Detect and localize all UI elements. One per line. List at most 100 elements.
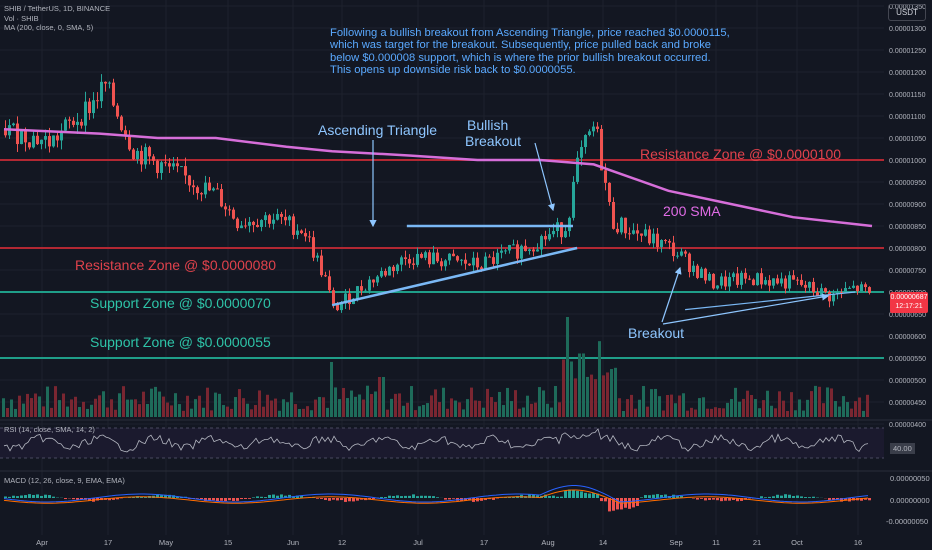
macd-histogram-bar [492, 498, 495, 500]
volume-bar [694, 409, 697, 417]
volume-bar [774, 408, 777, 417]
macd-histogram-bar [424, 495, 427, 498]
volume-bar [850, 408, 853, 417]
volume-bar [118, 393, 121, 417]
macd-histogram-bar [172, 495, 175, 498]
macd-histogram-bar [224, 498, 227, 502]
price-axis-label: 0.00000950 [889, 180, 926, 187]
volume-bar [6, 407, 9, 417]
candle-body [840, 292, 843, 294]
candle-body [384, 270, 387, 276]
volume-bar [206, 387, 209, 417]
volume-bar [506, 387, 509, 417]
macd-histogram-bar [576, 490, 579, 498]
arrow-breakout-right [662, 293, 830, 325]
macd-histogram-bar [272, 494, 275, 498]
candle-body [272, 219, 275, 224]
time-axis-label: Apr [36, 538, 48, 547]
volume-bar [158, 391, 161, 417]
sma-200-line [3, 127, 873, 228]
candle-body [96, 100, 99, 102]
volume-bar [70, 399, 73, 417]
volume-bar [518, 408, 521, 417]
candle-body [508, 245, 511, 251]
macd-histogram-bar [336, 498, 339, 501]
candle-body [680, 251, 683, 256]
volume-bar [782, 400, 785, 417]
candle-body [736, 273, 739, 285]
candle-body [36, 135, 39, 145]
macd-histogram-bar [236, 498, 239, 501]
candle-body [504, 250, 507, 252]
candle-body [512, 244, 515, 246]
volume-bar [766, 390, 769, 417]
candle-body [752, 279, 755, 286]
volume-bar [626, 399, 629, 417]
candle-body [552, 231, 555, 235]
candle-body [396, 264, 399, 272]
candle-body [408, 258, 411, 264]
candle-body [464, 259, 467, 264]
macd-histogram-bar [696, 498, 699, 500]
signal-line [3, 489, 869, 504]
macd-histogram-bar [40, 495, 43, 498]
volume-bar [634, 408, 637, 417]
volume-bar [686, 410, 689, 417]
volume-bar [818, 386, 821, 417]
price-axis-label: 0.00001300 [889, 26, 926, 33]
macd-histogram-bar [20, 495, 23, 498]
candle-body [728, 277, 731, 287]
volume-bar [698, 398, 701, 417]
candle-body [764, 280, 767, 285]
volume-bar [834, 401, 837, 417]
volume-bar [826, 387, 829, 417]
macd-histogram-bar [12, 495, 15, 498]
candle-body [336, 304, 339, 311]
triangle-support [331, 246, 578, 307]
volume-bar [138, 404, 141, 417]
macd-histogram-bar [296, 495, 299, 498]
volume-bar [658, 396, 661, 417]
volume-bar [790, 392, 793, 417]
candle-body [452, 253, 455, 257]
rsi-title: RSI (14, close, SMA, 14, 2) [4, 425, 95, 434]
candle-body [856, 285, 859, 292]
macd-histogram-bar [392, 495, 395, 498]
macd-histogram-bar [88, 498, 91, 502]
volume-bar [18, 395, 21, 417]
candle-body [204, 182, 207, 195]
candle-body [524, 245, 527, 252]
volume-bar [862, 410, 865, 417]
volume-bar [570, 361, 573, 417]
volume-bar [806, 399, 809, 417]
volume-bar [598, 341, 601, 417]
volume-bar [490, 397, 493, 417]
volume-bar [762, 400, 765, 417]
candle-body [328, 276, 331, 291]
candle-body [572, 181, 575, 218]
macd-histogram-bar [160, 495, 163, 498]
macd-histogram-bar [788, 494, 791, 498]
candle-body [672, 242, 675, 257]
candle-body [592, 126, 595, 132]
candle-body [780, 278, 783, 284]
volume-bar [186, 395, 189, 417]
candle-body [376, 276, 379, 283]
volume-bar [246, 403, 249, 417]
candle-body [696, 265, 699, 278]
volume-bar [434, 389, 437, 417]
volume-bar [422, 404, 425, 417]
candle-body [748, 278, 751, 280]
macd-histogram-bar [676, 495, 679, 498]
macd-histogram-bar [412, 494, 415, 498]
candle-body [568, 217, 571, 232]
macd-histogram-bar [452, 498, 455, 499]
volume-bar [242, 398, 245, 417]
candle-body [300, 230, 303, 234]
candle-body [400, 257, 403, 265]
volume-title: Vol · SHIB [4, 13, 39, 23]
rsi-pane [0, 427, 884, 459]
currency-button[interactable]: USDT [888, 4, 926, 21]
volume-bar [586, 376, 589, 417]
